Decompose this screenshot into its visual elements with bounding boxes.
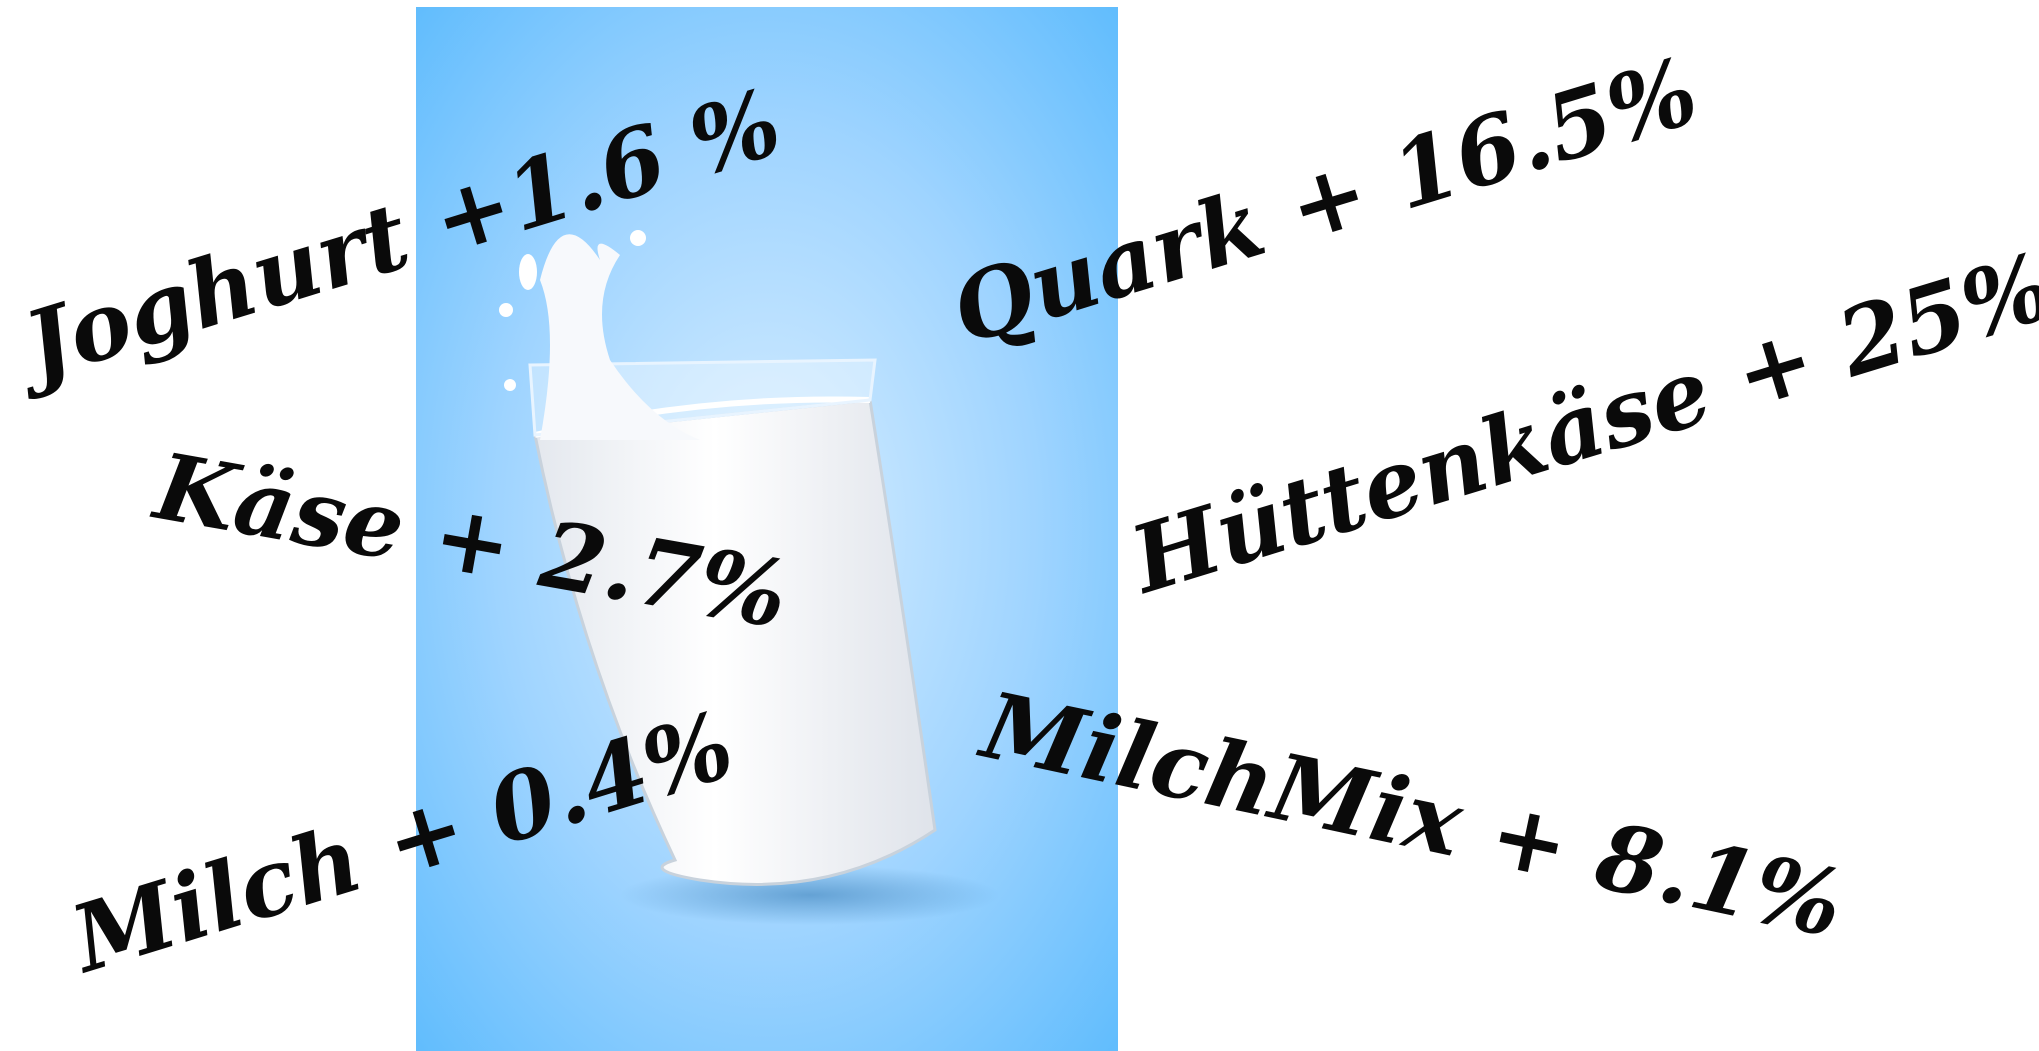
milk-glass [499,230,937,886]
label: Hüttenkäse + 25% [1117,232,2039,615]
